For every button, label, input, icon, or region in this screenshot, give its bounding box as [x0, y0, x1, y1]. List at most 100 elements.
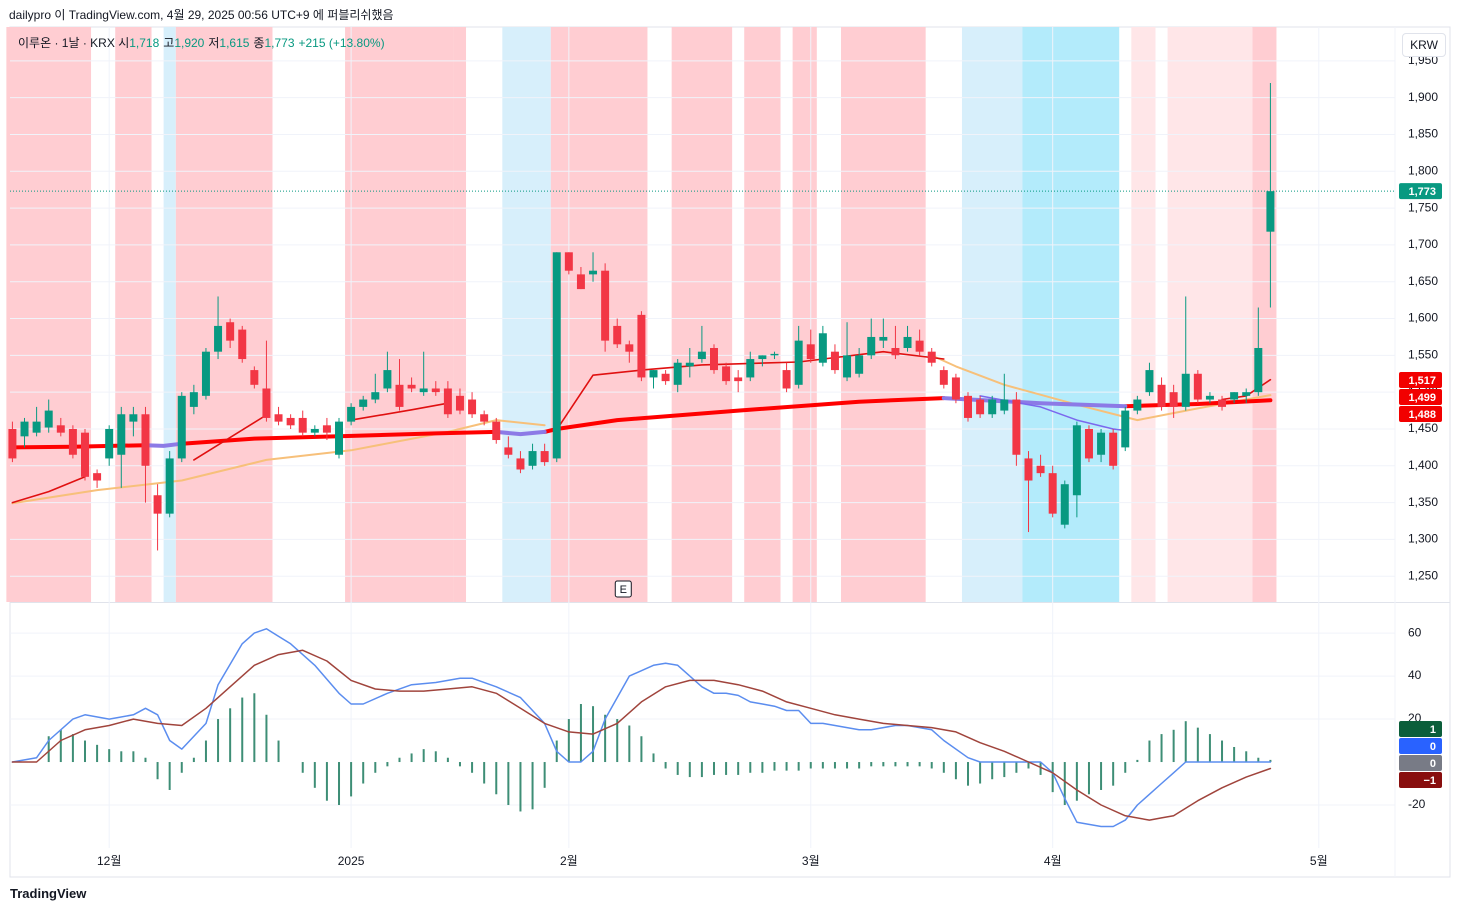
candle-body [746, 359, 755, 378]
candle-body [685, 362, 694, 367]
currency-button[interactable]: KRW [1402, 33, 1446, 57]
candle-body [431, 388, 440, 393]
candle-body [673, 362, 682, 385]
signal-band [502, 27, 551, 602]
y-tick-label: 1,250 [1408, 568, 1438, 582]
candle-body [758, 355, 767, 360]
candle-body [843, 355, 852, 378]
price-label: 1,517 [1408, 375, 1436, 387]
macd-line [11, 628, 1272, 828]
price-label-box [1399, 772, 1442, 788]
candle-body [1157, 384, 1166, 407]
histogram-bar [1160, 734, 1163, 763]
signal-band [671, 27, 733, 602]
legend-key: 고 [163, 36, 175, 50]
y-tick-label: 1,550 [1408, 348, 1438, 362]
candle-body [576, 274, 585, 290]
candle-body [56, 425, 65, 433]
candle-body [1230, 392, 1239, 400]
histogram-bar [676, 762, 679, 775]
candle-body [262, 388, 271, 418]
histogram-bar [71, 734, 74, 763]
candle-body [552, 252, 561, 459]
macd-line [11, 649, 1272, 821]
candle-body [649, 370, 658, 378]
histogram-bar [192, 757, 195, 763]
candle-body [480, 414, 489, 422]
y-tick-label: 40 [1408, 668, 1422, 682]
histogram-bar [543, 762, 546, 788]
candle-body [214, 325, 223, 352]
histogram-bar [882, 762, 885, 767]
legend-key: 종 [253, 36, 265, 50]
histogram-bar [858, 762, 861, 769]
candle-body [1036, 465, 1045, 474]
candle-body [564, 252, 573, 271]
histogram-bar [1039, 762, 1042, 775]
candle-body [8, 428, 17, 459]
candle-body [830, 351, 839, 371]
y-tick-label: 1,850 [1408, 127, 1438, 141]
price-label: 1,499 [1408, 392, 1436, 404]
candle-body [141, 414, 150, 466]
histogram-bar [362, 762, 365, 784]
histogram-bar [1257, 757, 1260, 763]
symbol: 이루온 · 1날 · KRX [18, 36, 115, 50]
candle-body [105, 428, 114, 459]
candle-body [927, 351, 936, 363]
candle-body [709, 347, 718, 371]
candle-body [770, 353, 779, 356]
histogram-bar [773, 762, 776, 771]
histogram-bar [132, 751, 135, 763]
price-label-box [1399, 389, 1442, 405]
candle-body [903, 336, 912, 348]
candle-body [395, 384, 404, 407]
histogram-bar [410, 753, 413, 763]
signal-band [1167, 27, 1253, 602]
histogram-bar [785, 762, 788, 771]
histogram-bar [664, 762, 667, 769]
candle-body [492, 421, 501, 441]
candle-body [322, 425, 331, 433]
histogram-bar [1221, 740, 1224, 763]
histogram-bar [507, 762, 510, 806]
candle-body [1048, 473, 1057, 514]
histogram-bar [1027, 762, 1030, 769]
price-label: 1,488 [1408, 409, 1436, 421]
publish-info: dailypro 이 TradingView.com, 4월 29, 2025 … [9, 8, 394, 22]
candle-body [855, 355, 864, 374]
candle-body [201, 351, 210, 396]
histogram-bar [797, 762, 800, 771]
histogram-bar [1063, 762, 1066, 806]
candle-body [419, 388, 428, 393]
histogram-bar [991, 762, 994, 780]
candle-body [129, 414, 138, 422]
histogram-bar [398, 757, 401, 763]
candle-body [1242, 392, 1251, 396]
earnings-box [614, 580, 632, 598]
candle-body [988, 399, 997, 415]
histogram-bar [1245, 751, 1248, 763]
price-label: −1 [1423, 775, 1436, 787]
histogram-bar [1015, 762, 1018, 773]
histogram-bar [616, 719, 619, 763]
histogram-bar [652, 753, 655, 763]
histogram-bar [749, 762, 752, 773]
candle-body [891, 347, 900, 356]
histogram-bar [712, 762, 715, 775]
histogram-bar [483, 762, 486, 784]
signal-band [961, 27, 1023, 602]
candle-body [117, 414, 126, 455]
histogram-bar [979, 762, 982, 784]
y-tick-label: 1,700 [1408, 237, 1438, 251]
candle-body [1169, 392, 1178, 407]
histogram-bar [1233, 746, 1236, 763]
signal-band [841, 27, 926, 602]
signal-band [6, 27, 92, 602]
y-tick-label: 1,750 [1408, 200, 1438, 214]
histogram-bar [253, 693, 256, 763]
histogram-bar [942, 762, 945, 773]
candle-body [189, 392, 198, 407]
histogram-bar [1269, 759, 1272, 763]
x-tick-label: 2월 [560, 854, 578, 868]
